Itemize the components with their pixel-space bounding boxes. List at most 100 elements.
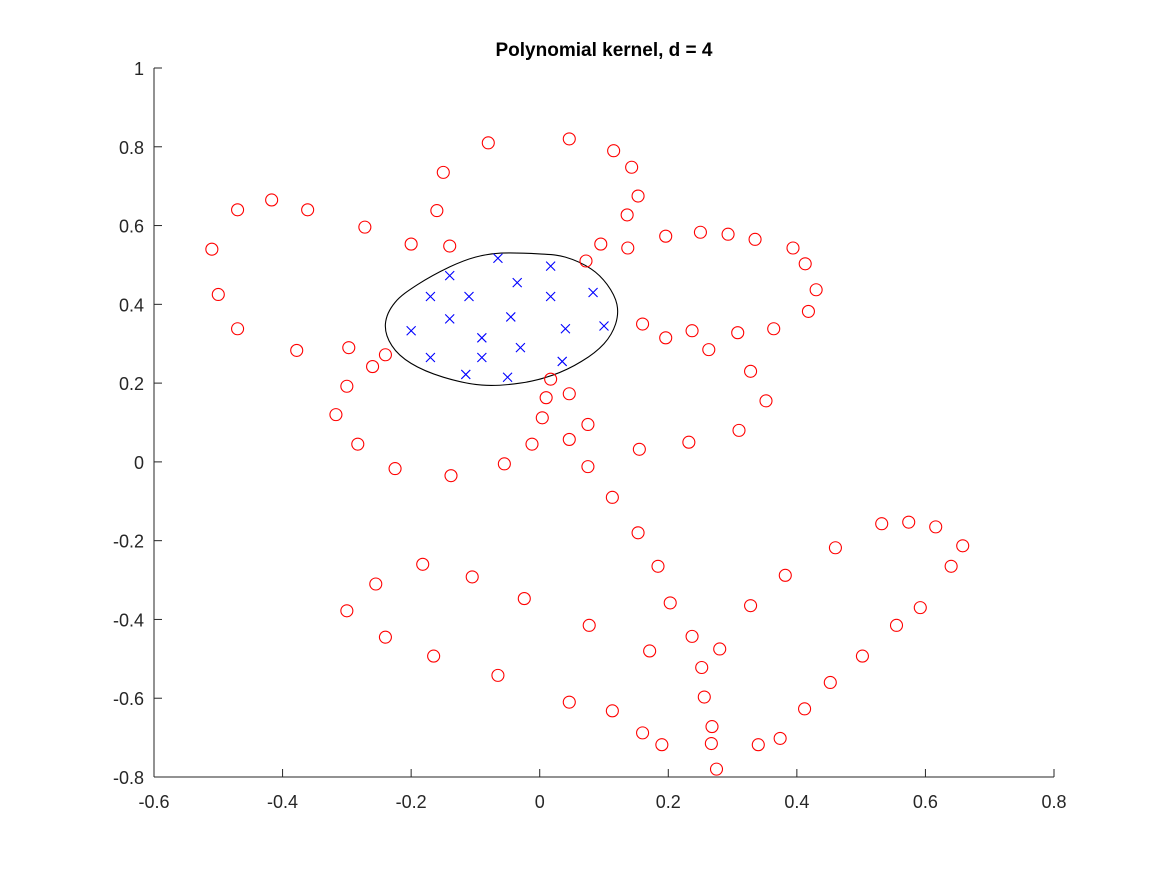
y-tick-label: 0.2 <box>119 374 144 394</box>
positive-point-cross <box>545 261 556 272</box>
negative-point-circle <box>290 343 304 357</box>
negative-point-circle <box>929 520 943 534</box>
negative-point-circle <box>211 287 225 302</box>
negative-point-circle <box>366 360 380 374</box>
positive-point-cross <box>476 352 487 363</box>
negative-point-circle <box>732 423 746 437</box>
positive-point-cross <box>406 325 417 336</box>
y-tick-label: -0.4 <box>113 610 144 630</box>
negative-point-circle <box>659 331 673 345</box>
negative-point-circle <box>855 649 869 663</box>
negative-point-circle <box>823 675 837 690</box>
negative-point-circle <box>913 601 927 615</box>
positive-point-cross <box>545 291 556 302</box>
data-points <box>205 132 970 776</box>
negative-point-circle <box>786 241 800 255</box>
negative-point-circle <box>544 372 558 386</box>
negative-point-circle <box>340 379 354 393</box>
negative-point-circle <box>801 304 815 318</box>
negative-point-circle <box>643 644 657 658</box>
negative-point-circle <box>342 341 356 355</box>
negative-point-circle <box>663 596 677 610</box>
negative-point-circle <box>594 237 608 251</box>
negative-point-circle <box>430 204 444 218</box>
negative-point-circle <box>465 570 479 584</box>
x-tick-label: -0.2 <box>396 792 427 812</box>
negative-point-circle <box>481 136 495 150</box>
negative-point-circle <box>828 541 842 555</box>
negative-point-circle <box>693 225 707 239</box>
negative-point-circle <box>205 242 219 256</box>
negative-point-circle <box>301 203 315 217</box>
negative-point-circle <box>582 618 596 632</box>
negative-point-circle <box>631 189 645 203</box>
negative-point-circle <box>562 432 576 446</box>
positive-point-cross <box>515 342 526 353</box>
negative-point-circle <box>705 720 719 734</box>
x-tick-label: 0.4 <box>784 792 809 812</box>
y-tick-label: -0.6 <box>113 689 144 709</box>
negative-point-circle <box>773 731 787 745</box>
positive-point-cross <box>464 291 474 302</box>
negative-point-circle <box>358 220 372 234</box>
negative-point-circle <box>581 460 595 474</box>
x-tick-label: -0.6 <box>138 792 169 812</box>
negative-point-circle <box>778 568 792 582</box>
negative-point-circle <box>748 232 762 246</box>
negative-point-circle <box>621 241 635 255</box>
negative-point-circle <box>378 348 392 362</box>
x-tick-label: 0 <box>535 792 545 812</box>
positive-point-cross <box>502 372 513 383</box>
negative-point-circle <box>702 343 716 357</box>
negative-point-circle <box>562 132 576 146</box>
negative-point-circle <box>436 165 450 179</box>
y-tick-label: -0.8 <box>113 768 144 788</box>
negative-point-circle <box>369 577 383 591</box>
y-tick-label: 0.4 <box>119 295 144 315</box>
negative-point-circle <box>697 690 711 704</box>
negative-point-circle <box>956 539 970 553</box>
decision-boundary <box>384 252 619 386</box>
negative-point-circle <box>620 208 634 222</box>
negative-point-circle <box>562 387 576 401</box>
positive-point-cross <box>444 270 455 281</box>
negative-point-circle <box>631 526 645 540</box>
x-tick-label: 0.8 <box>1041 792 1066 812</box>
negative-point-circle <box>378 630 392 644</box>
negative-point-circle <box>798 702 812 716</box>
negative-point-circle <box>809 283 823 297</box>
negative-point-circle <box>497 457 511 471</box>
y-tick-label: 0 <box>134 453 144 473</box>
negative-point-circle <box>636 726 650 740</box>
negative-point-circle <box>713 642 727 656</box>
negative-point-circle <box>659 229 673 243</box>
positive-point-cross <box>505 312 516 322</box>
negative-point-circle <box>902 515 916 529</box>
negative-point-circle <box>889 618 904 632</box>
negative-point-circle <box>685 629 699 643</box>
negative-point-circle <box>744 599 758 613</box>
y-tick-label: 1 <box>134 59 144 79</box>
y-tick-label: -0.2 <box>113 532 144 552</box>
negative-point-circle <box>416 557 430 571</box>
negative-point-circle <box>685 324 699 338</box>
negative-point-circle <box>562 695 576 709</box>
negative-point-circle <box>695 660 709 675</box>
negative-point-circle <box>329 408 343 422</box>
x-tick-label: 0.6 <box>913 792 938 812</box>
negative-point-circle <box>605 490 619 504</box>
negative-point-circle <box>651 559 665 573</box>
negative-point-circle <box>491 668 505 682</box>
positive-point-cross <box>557 356 568 367</box>
positive-point-cross <box>425 291 436 302</box>
negative-point-circle <box>682 435 696 449</box>
positive-point-cross <box>588 287 598 298</box>
negative-point-circle <box>759 394 773 408</box>
negative-point-circle <box>751 738 765 752</box>
negative-point-circle <box>655 738 669 752</box>
negative-point-circle <box>704 736 718 751</box>
negative-point-circle <box>427 649 441 663</box>
negative-point-circle <box>443 239 457 253</box>
negative-point-circle <box>581 417 595 432</box>
